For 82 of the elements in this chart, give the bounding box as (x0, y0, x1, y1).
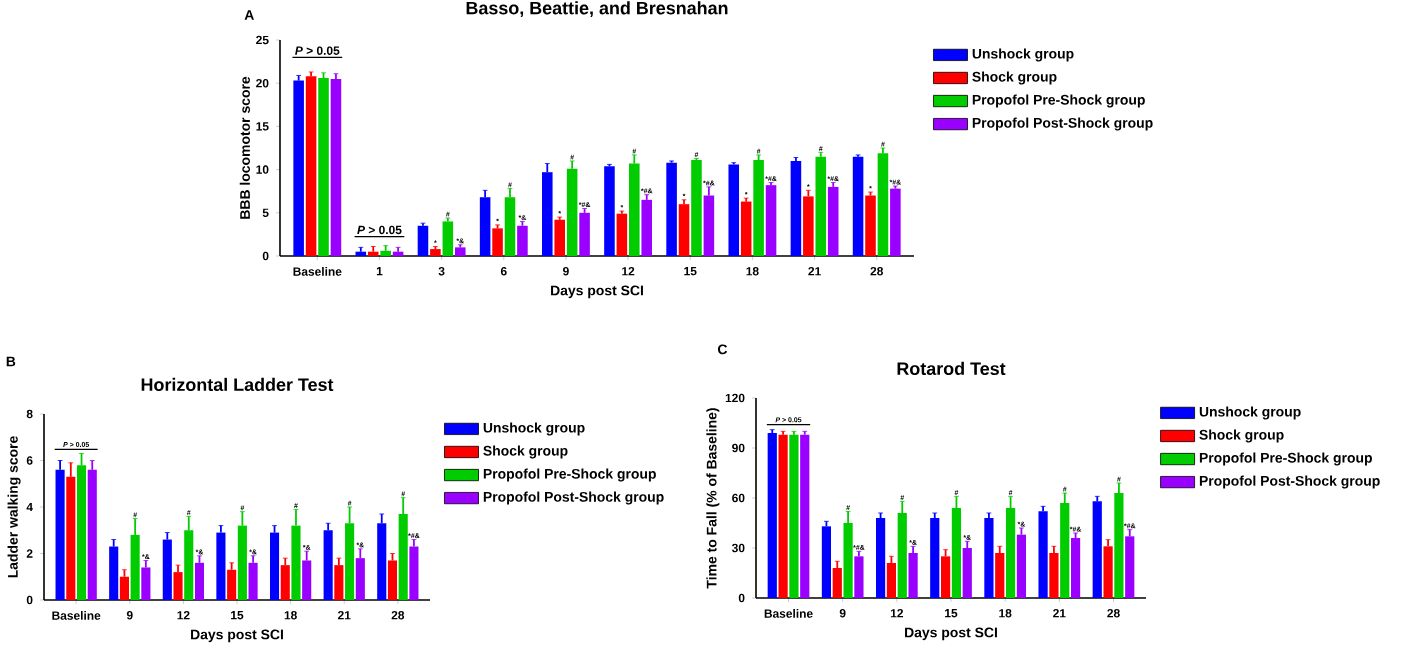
bar (334, 565, 344, 600)
bar (554, 219, 565, 256)
bar (827, 186, 839, 256)
bar (940, 556, 951, 598)
bar (216, 532, 226, 600)
bar (280, 565, 290, 600)
bar (579, 212, 590, 256)
bar (479, 197, 491, 256)
bar (815, 156, 827, 256)
bar (248, 562, 258, 600)
bar (119, 576, 129, 600)
bar (875, 518, 886, 598)
bar (302, 560, 312, 600)
bar (430, 249, 441, 256)
bar (1103, 546, 1113, 598)
bar (1049, 553, 1059, 598)
bar (162, 539, 172, 600)
bar (789, 434, 799, 598)
bar (492, 228, 503, 256)
bar (908, 553, 918, 598)
bar (790, 160, 802, 256)
bar (740, 201, 752, 256)
bar (995, 553, 1005, 598)
bar (380, 250, 391, 256)
bar (269, 532, 280, 600)
bar (800, 434, 810, 598)
bar (305, 76, 317, 256)
bar (1125, 536, 1135, 598)
bar (703, 195, 715, 256)
bar (666, 162, 677, 256)
bar (616, 213, 628, 256)
bar (504, 197, 516, 256)
bar (877, 153, 889, 256)
bar (890, 188, 901, 256)
bar (604, 166, 615, 256)
bar (293, 80, 304, 256)
bar (566, 168, 578, 256)
bar (629, 163, 640, 256)
bar (409, 546, 419, 600)
bar (803, 196, 814, 256)
bar (678, 204, 690, 256)
bar (517, 225, 528, 256)
bar (454, 247, 466, 256)
bar (852, 156, 864, 256)
bar (765, 185, 777, 256)
bar (194, 562, 205, 600)
bar (323, 530, 333, 600)
chart-title: Horizontal Ladder Test (141, 377, 334, 392)
bar (355, 558, 365, 600)
bar (854, 556, 864, 598)
bar (109, 546, 119, 600)
bar (641, 199, 653, 256)
bar (377, 523, 387, 600)
bar (442, 221, 454, 256)
bar (728, 164, 740, 256)
bar (832, 568, 842, 598)
bar (984, 518, 994, 598)
bar (318, 78, 329, 256)
bar (55, 469, 65, 600)
bar (1038, 511, 1048, 598)
bar (330, 78, 342, 256)
bar (1092, 501, 1102, 598)
bar (691, 160, 702, 256)
bar (821, 526, 832, 598)
bar (1016, 534, 1027, 598)
bar (767, 433, 777, 598)
bar (865, 195, 876, 256)
bar (417, 225, 429, 256)
bar (886, 563, 897, 598)
bar (141, 567, 151, 600)
bar (1070, 538, 1081, 598)
bar (930, 518, 940, 598)
bar (753, 160, 764, 256)
bar (962, 548, 972, 598)
chart-title: Basso, Beattie, and Bresnahan (466, 1, 728, 18)
chart-title: Rotarod Test (897, 361, 1006, 376)
bar (173, 572, 183, 600)
bar (542, 172, 553, 256)
bar (387, 560, 398, 600)
bar (227, 569, 237, 600)
bar (87, 469, 97, 600)
bar (778, 434, 788, 598)
